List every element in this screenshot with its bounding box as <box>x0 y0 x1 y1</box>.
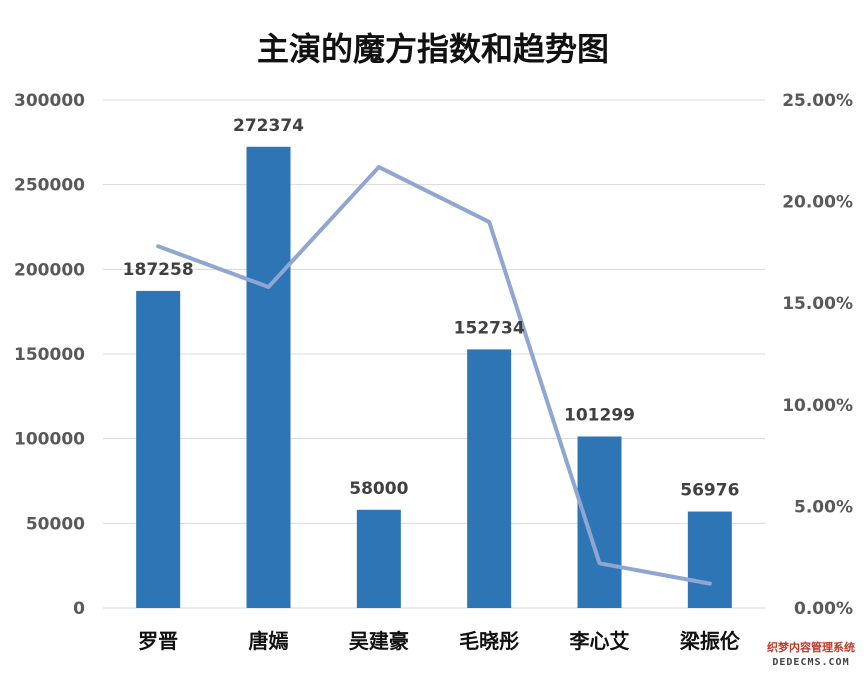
category-axis: 罗晋 唐嫣 吴建豪 毛晓彤 李心艾 梁振伦 <box>138 629 741 653</box>
watermark: 织梦内容管理系统 DEDECMS.COM <box>758 637 865 670</box>
right-axis-tick-label: 5.00% <box>794 497 853 517</box>
bar <box>356 509 401 608</box>
trend-line-point <box>267 285 270 289</box>
right-axis-tick-label: 20.00% <box>782 193 853 213</box>
left-axis: 0 50000 100000 150000 200000 250000 300000 <box>14 91 85 619</box>
right-axis-tick-label: 10.00% <box>782 396 853 416</box>
left-axis-tick-label: 50000 <box>26 514 85 534</box>
category-label: 毛晓彤 <box>459 629 519 653</box>
bar <box>136 290 181 608</box>
line-series <box>156 165 712 586</box>
watermark-line1: 织梦内容管理系统 <box>767 640 855 654</box>
bar-data-label: 152734 <box>454 318 525 338</box>
left-axis-tick-label: 100000 <box>14 430 85 450</box>
bar <box>577 436 622 608</box>
right-axis-tick-label: 25.00% <box>782 91 853 111</box>
category-label: 李心艾 <box>569 629 630 653</box>
right-axis-tick-label: 15.00% <box>782 294 853 314</box>
bar-data-label: 272374 <box>233 116 304 136</box>
right-axis: 0.00% 5.00% 10.00% 15.00% 20.00% 25.00% <box>782 91 853 619</box>
bar-series <box>136 146 732 608</box>
bar-data-label: 56976 <box>680 481 739 501</box>
bar <box>687 511 732 608</box>
category-label: 罗晋 <box>138 629 178 653</box>
chart-title: 主演的魔方指数和趋势图 <box>257 30 609 68</box>
category-label: 吴建豪 <box>349 629 409 653</box>
trend-line-point <box>708 582 712 586</box>
bar <box>467 349 512 608</box>
right-axis-tick-label: 0.00% <box>794 599 853 619</box>
watermark-background <box>758 637 865 670</box>
data-labels: 187258 272374 58000 152734 101299 56976 <box>123 116 740 501</box>
trend-line <box>156 165 712 586</box>
gridlines <box>103 99 765 609</box>
bar-data-label: 58000 <box>349 479 408 499</box>
bar <box>246 146 291 608</box>
trend-line-point <box>377 165 381 169</box>
trend-line-point <box>598 561 601 565</box>
left-axis-tick-label: 150000 <box>14 345 85 365</box>
left-axis-tick-label: 250000 <box>14 176 85 196</box>
watermark-line2: DEDECMS.COM <box>772 657 849 668</box>
category-label: 梁振伦 <box>679 629 741 653</box>
left-axis-tick-label: 200000 <box>14 260 85 280</box>
trend-line-point <box>487 220 491 224</box>
left-axis-tick-label: 300000 <box>14 91 85 111</box>
left-axis-tick-label: 0 <box>73 599 85 619</box>
bar-data-label: 101299 <box>564 405 635 425</box>
trend-line-point <box>156 244 160 248</box>
category-label: 唐嫣 <box>249 629 289 653</box>
bar-data-label: 187258 <box>123 260 194 280</box>
